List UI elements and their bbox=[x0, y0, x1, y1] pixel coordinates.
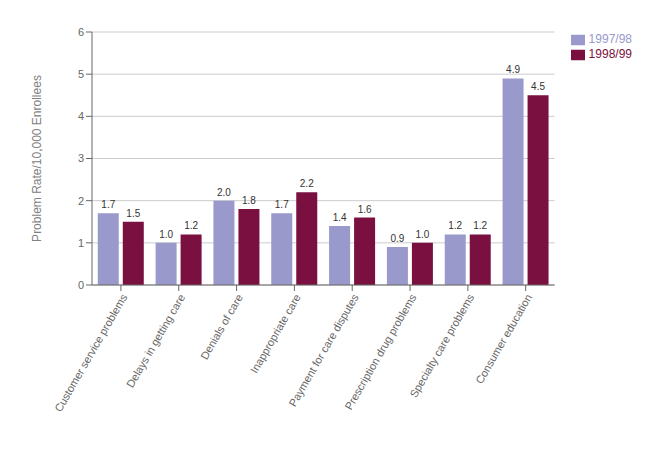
svg-text:6: 6 bbox=[78, 26, 84, 38]
svg-text:1.7: 1.7 bbox=[275, 199, 289, 210]
svg-text:2: 2 bbox=[78, 195, 84, 207]
svg-text:1.0: 1.0 bbox=[159, 229, 173, 240]
svg-text:1: 1 bbox=[78, 237, 84, 249]
svg-text:Inappropriate care: Inappropriate care bbox=[248, 292, 303, 375]
svg-text:Customer service problems: Customer service problems bbox=[52, 291, 130, 413]
html-text:1998/99: 1998/99 bbox=[588, 46, 632, 61]
svg-text:2.2: 2.2 bbox=[300, 178, 314, 189]
svg-text:2.0: 2.0 bbox=[217, 187, 231, 198]
svg-text:0.9: 0.9 bbox=[390, 233, 404, 244]
svg-text:Specialty care problems: Specialty care problems bbox=[407, 291, 476, 399]
svg-text:1.4: 1.4 bbox=[333, 212, 347, 223]
svg-text:4.9: 4.9 bbox=[506, 64, 520, 75]
svg-text:Prescription drug problems: Prescription drug problems bbox=[342, 291, 419, 412]
svg-text:1.0: 1.0 bbox=[415, 229, 429, 240]
svg-text:1.2: 1.2 bbox=[184, 220, 198, 231]
svg-text:Delays in getting care: Delays in getting care bbox=[124, 292, 187, 390]
svg-text:Payment for care disputes: Payment for care disputes bbox=[286, 291, 361, 409]
svg-text:4: 4 bbox=[78, 110, 84, 122]
svg-text:1.5: 1.5 bbox=[126, 208, 140, 219]
html-text:1997/98: 1997/98 bbox=[588, 32, 632, 46]
svg-text:3: 3 bbox=[78, 152, 84, 164]
svg-text:0: 0 bbox=[78, 279, 84, 291]
svg-text:4.5: 4.5 bbox=[531, 81, 545, 92]
svg-text:1.2: 1.2 bbox=[448, 220, 462, 231]
svg-text:5: 5 bbox=[78, 68, 84, 80]
svg-text:1.2: 1.2 bbox=[473, 220, 487, 231]
svg-text:1.7: 1.7 bbox=[101, 199, 115, 210]
svg-text:1.8: 1.8 bbox=[242, 195, 256, 206]
svg-text:Consumer education: Consumer education bbox=[473, 292, 534, 386]
svg-text:1.6: 1.6 bbox=[358, 204, 372, 215]
svg-text:Problem Rate/10,000 Enrollees: Problem Rate/10,000 Enrollees bbox=[30, 75, 44, 242]
svg-text:Denials of care: Denials of care bbox=[198, 292, 245, 362]
